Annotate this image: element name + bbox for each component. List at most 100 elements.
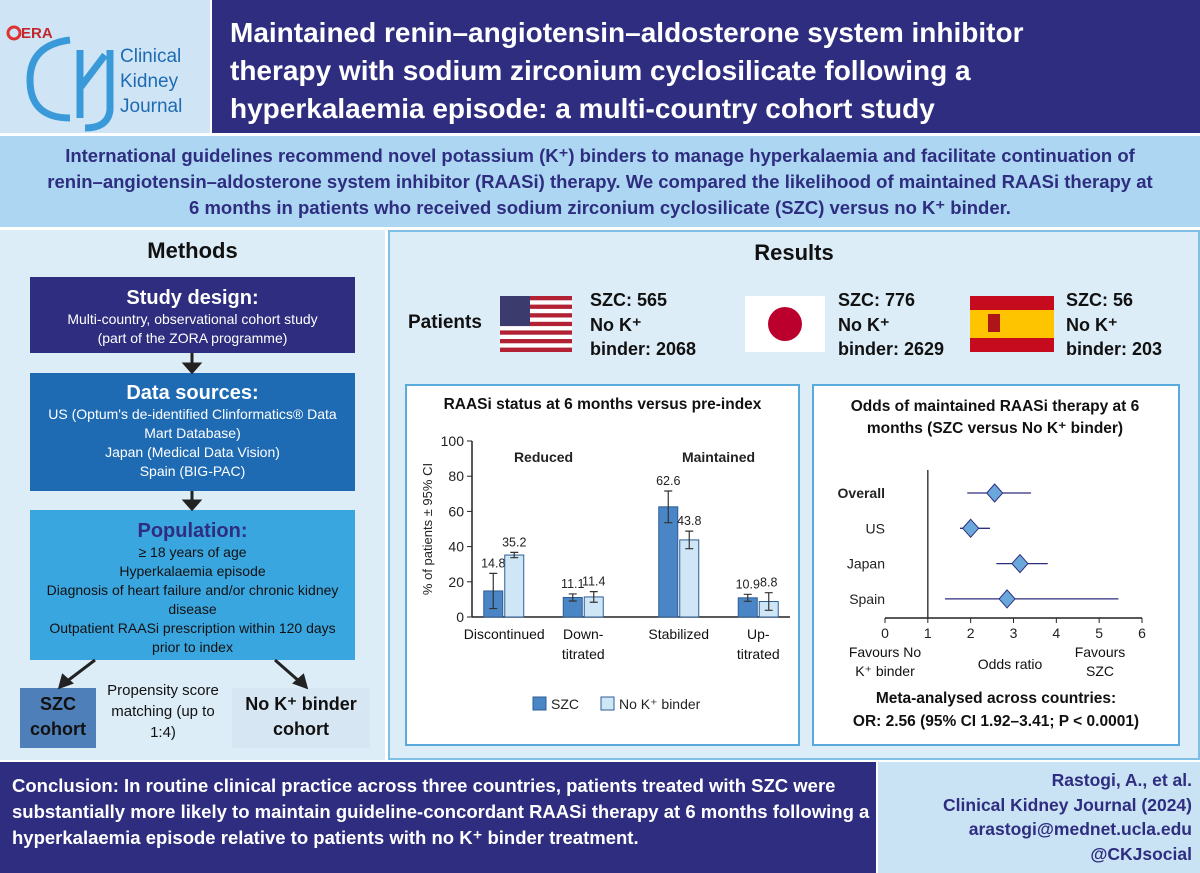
y-axis-label: % of patients ± 95% CI xyxy=(420,463,435,595)
us-flag xyxy=(500,296,572,352)
country-counts: SZC: 776 No K⁺ binder: 2629 xyxy=(838,288,953,362)
value-label: 14.8 xyxy=(481,556,505,570)
flag-canton xyxy=(500,296,530,326)
era-label: ERA xyxy=(21,25,53,42)
logo-j xyxy=(84,50,114,132)
flag-stripe xyxy=(500,339,572,344)
value-label: 62.6 xyxy=(656,474,680,488)
szc-cohort-box xyxy=(20,688,96,748)
point-estimate xyxy=(1011,553,1029,574)
count-label: SZC: xyxy=(1066,290,1108,310)
x-tick-label: 2 xyxy=(967,625,975,641)
y-tick-label: 100 xyxy=(441,433,465,449)
box-line: Japan (Medical Data Vision) xyxy=(105,444,280,460)
data-sources-text: Data sources: US (Optum's de-identified … xyxy=(38,375,347,481)
box-line: ≥ 18 years of age xyxy=(138,544,247,560)
value-label: 11.4 xyxy=(582,575,605,589)
flag-disc xyxy=(768,307,802,341)
point-estimate xyxy=(985,483,1004,503)
study-design-box xyxy=(30,277,355,353)
no-binder-cohort-box xyxy=(232,688,370,748)
count-value: 2629 xyxy=(904,339,945,359)
count-value: 776 xyxy=(885,290,916,310)
value-label: 11.1 xyxy=(561,577,584,591)
error-bar xyxy=(664,490,673,524)
box-line: Hyperkalaemia episode xyxy=(119,563,266,579)
value-label: 35.2 xyxy=(502,535,526,549)
study-design-text: Study design: Multi-country, observation… xyxy=(30,280,355,348)
row-label: US xyxy=(866,520,885,536)
forest-plot-panel xyxy=(812,384,1180,746)
value-label: 8.8 xyxy=(760,576,777,590)
chart-footer: Meta-analysed across countries: xyxy=(875,690,1117,707)
flag-stripe xyxy=(500,313,572,318)
count-value: 2068 xyxy=(656,339,697,359)
conclusion-panel xyxy=(0,762,876,873)
point-estimate xyxy=(961,518,980,539)
group-label: Maintained xyxy=(682,449,755,465)
bar xyxy=(504,554,525,618)
x-tick-label: Stabilized xyxy=(648,626,710,642)
count-label: No K⁺ binder: xyxy=(838,314,899,360)
title-panel xyxy=(212,0,1200,133)
group-label: Reduced xyxy=(514,449,573,465)
y-tick-label: 80 xyxy=(448,468,464,484)
box-line: Outpatient RAASi prescription within 120… xyxy=(49,620,336,655)
era-icon xyxy=(6,25,22,41)
conclusion-text: Conclusion: In routine clinical practice… xyxy=(12,775,870,848)
legend-swatch xyxy=(532,696,547,711)
spain-flag xyxy=(970,296,1054,352)
citation-panel xyxy=(878,762,1200,873)
citation-line: Rastogi, A., et al. xyxy=(1051,770,1192,790)
y-tick-label: 0 xyxy=(456,609,464,625)
no-binder-cohort: No K⁺ binder cohort xyxy=(245,694,357,739)
arrow-head xyxy=(181,499,203,512)
x-tick-label: 1 xyxy=(924,625,932,641)
bar xyxy=(679,539,700,618)
methods-heading: Methods xyxy=(147,238,238,263)
japan-flag xyxy=(745,296,825,352)
count-label: No K⁺ binder: xyxy=(1066,314,1127,360)
error-bar xyxy=(510,551,519,559)
citation-line: @CKJsocial xyxy=(1090,843,1192,864)
arrow xyxy=(274,658,301,684)
count-value: 56 xyxy=(1113,290,1134,310)
bar-chart-panel xyxy=(405,384,800,746)
error-bar xyxy=(764,592,773,611)
population-box xyxy=(30,510,355,660)
x-tick-label: 3 xyxy=(1010,625,1018,641)
point-estimate xyxy=(998,589,1016,609)
page-title: Maintained renin–angiotensin–aldosterone… xyxy=(230,17,1024,124)
chart-title: RAASi status at 6 months versus pre-inde… xyxy=(443,396,762,413)
intro-text: International guidelines recommend novel… xyxy=(47,145,1153,218)
x-tick-label: Discontinued xyxy=(463,626,545,642)
x-tick-label: Down-titrated xyxy=(561,626,605,662)
row-label: Japan xyxy=(847,556,885,572)
legend-label: No K⁺ binder xyxy=(619,696,701,712)
x-tick-label: 5 xyxy=(1095,625,1103,641)
count-label: No K⁺ binder: xyxy=(590,314,651,360)
population-text: Population: ≥ 18 years of age Hyperkalae… xyxy=(40,513,345,657)
flag-band xyxy=(970,310,1054,338)
error-bar xyxy=(743,593,752,602)
logo-k xyxy=(76,50,108,118)
country-counts: SZC: 565 No K⁺ binder: 2068 xyxy=(590,288,705,362)
citation-line: Clinical Kidney Journal (2024) xyxy=(943,794,1192,815)
box-line: Diagnosis of heart failure and/or chroni… xyxy=(46,582,339,617)
x-tick-label: Up-titrated xyxy=(736,626,780,662)
box-title: Population: xyxy=(137,520,248,542)
x-tick-label: 4 xyxy=(1052,625,1060,641)
count-value: 565 xyxy=(637,290,668,310)
axis-note: Favours SZC xyxy=(1074,644,1126,679)
chart-footer: OR: 2.56 (95% CI 1.92–3.41; P < 0.0001) xyxy=(852,713,1140,730)
box-line: (part of the ZORA programme) xyxy=(97,330,288,346)
box-title: Study design: xyxy=(126,287,259,309)
logo-c xyxy=(26,36,71,122)
legend-label: SZC xyxy=(551,696,579,712)
arrow-head xyxy=(292,673,309,690)
flag-stripe xyxy=(500,296,572,301)
axis-note: Favours No K⁺ binder xyxy=(848,644,922,679)
flag-stripe xyxy=(500,304,572,309)
journal-name: Clinical Kidney Journal xyxy=(120,46,183,117)
